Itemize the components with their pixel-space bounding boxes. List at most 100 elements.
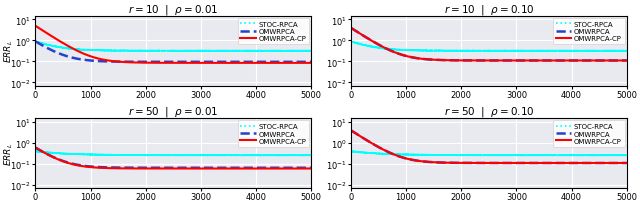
STOC-RPCA xyxy=(82,153,90,156)
OMWRPCA xyxy=(237,167,245,169)
Legend: STOC-RPCA, OMWRPCA, OMWRPCA-CP: STOC-RPCA, OMWRPCA, OMWRPCA-CP xyxy=(237,19,309,45)
Line: OMWRPCA-CP: OMWRPCA-CP xyxy=(351,131,627,163)
STOC-RPCA xyxy=(260,51,268,53)
STOC-RPCA xyxy=(31,150,39,153)
OMWRPCA xyxy=(82,60,90,62)
OMWRPCA xyxy=(574,60,582,62)
OMWRPCA xyxy=(259,167,266,169)
OMWRPCA-CP xyxy=(259,167,266,170)
OMWRPCA-CP xyxy=(197,62,205,65)
OMWRPCA xyxy=(527,162,534,164)
OMWRPCA xyxy=(259,61,266,64)
Title: $r=50$  |  $\rho=0.01$: $r=50$ | $\rho=0.01$ xyxy=(128,105,218,119)
STOC-RPCA xyxy=(307,154,315,157)
Line: STOC-RPCA: STOC-RPCA xyxy=(351,42,627,52)
STOC-RPCA xyxy=(259,154,266,157)
OMWRPCA xyxy=(137,167,145,169)
OMWRPCA xyxy=(513,60,520,62)
OMWRPCA xyxy=(513,162,520,164)
OMWRPCA-CP xyxy=(623,60,630,62)
Title: $r=10$  |  $\rho=0.01$: $r=10$ | $\rho=0.01$ xyxy=(128,3,218,17)
OMWRPCA-CP xyxy=(197,167,205,170)
STOC-RPCA xyxy=(137,154,145,156)
Line: STOC-RPCA: STOC-RPCA xyxy=(35,42,311,52)
STOC-RPCA xyxy=(397,153,405,156)
OMWRPCA-CP xyxy=(527,60,534,62)
OMWRPCA-CP xyxy=(397,156,405,159)
Legend: STOC-RPCA, OMWRPCA, OMWRPCA-CP: STOC-RPCA, OMWRPCA, OMWRPCA-CP xyxy=(553,121,625,147)
Legend: STOC-RPCA, OMWRPCA, OMWRPCA-CP: STOC-RPCA, OMWRPCA, OMWRPCA-CP xyxy=(553,19,625,45)
STOC-RPCA xyxy=(527,50,534,53)
STOC-RPCA xyxy=(211,154,219,156)
OMWRPCA xyxy=(623,60,630,62)
OMWRPCA-CP xyxy=(452,162,460,164)
OMWRPCA-CP xyxy=(347,28,355,30)
OMWRPCA xyxy=(347,28,355,30)
OMWRPCA xyxy=(623,162,630,164)
OMWRPCA xyxy=(397,54,405,57)
OMWRPCA-CP xyxy=(513,60,520,62)
STOC-RPCA xyxy=(197,154,205,156)
OMWRPCA xyxy=(527,60,534,62)
STOC-RPCA xyxy=(211,50,219,53)
STOC-RPCA xyxy=(82,49,90,52)
Title: $r=50$  |  $\rho=0.10$: $r=50$ | $\rho=0.10$ xyxy=(444,105,534,119)
Line: OMWRPCA-CP: OMWRPCA-CP xyxy=(35,27,311,63)
OMWRPCA xyxy=(397,156,405,159)
STOC-RPCA xyxy=(623,50,630,53)
Line: STOC-RPCA: STOC-RPCA xyxy=(35,151,311,156)
STOC-RPCA xyxy=(623,154,630,157)
OMWRPCA-CP xyxy=(553,60,561,62)
STOC-RPCA xyxy=(237,50,245,52)
OMWRPCA-CP xyxy=(307,62,315,65)
Line: STOC-RPCA: STOC-RPCA xyxy=(351,151,627,156)
STOC-RPCA xyxy=(347,41,355,43)
STOC-RPCA xyxy=(576,51,584,53)
OMWRPCA-CP xyxy=(513,162,520,164)
STOC-RPCA xyxy=(137,50,145,52)
Line: OMWRPCA: OMWRPCA xyxy=(35,148,311,168)
OMWRPCA-CP xyxy=(574,162,582,164)
STOC-RPCA xyxy=(347,150,355,153)
OMWRPCA-CP xyxy=(347,130,355,132)
STOC-RPCA xyxy=(513,50,520,53)
Y-axis label: $ERR_L$: $ERR_L$ xyxy=(3,142,15,165)
OMWRPCA-CP xyxy=(237,167,245,170)
STOC-RPCA xyxy=(553,154,561,156)
OMWRPCA xyxy=(347,130,355,132)
OMWRPCA xyxy=(237,61,245,64)
OMWRPCA-CP xyxy=(211,167,219,170)
STOC-RPCA xyxy=(452,154,460,156)
OMWRPCA-CP xyxy=(82,165,90,168)
OMWRPCA-CP xyxy=(574,60,582,62)
OMWRPCA xyxy=(31,41,39,43)
OMWRPCA-CP xyxy=(452,60,460,62)
STOC-RPCA xyxy=(608,154,616,157)
OMWRPCA-CP xyxy=(137,62,145,64)
OMWRPCA-CP xyxy=(82,54,90,56)
Line: OMWRPCA: OMWRPCA xyxy=(35,42,311,62)
OMWRPCA-CP xyxy=(397,54,405,57)
OMWRPCA-CP xyxy=(307,167,315,170)
STOC-RPCA xyxy=(307,50,315,53)
OMWRPCA-CP xyxy=(623,162,630,164)
OMWRPCA xyxy=(574,162,582,164)
OMWRPCA xyxy=(553,60,561,62)
OMWRPCA xyxy=(452,162,460,164)
Line: OMWRPCA: OMWRPCA xyxy=(351,29,627,61)
OMWRPCA xyxy=(82,165,90,167)
OMWRPCA-CP xyxy=(211,62,219,65)
OMWRPCA xyxy=(211,61,219,64)
STOC-RPCA xyxy=(513,154,520,156)
OMWRPCA-CP xyxy=(237,62,245,65)
OMWRPCA xyxy=(307,167,315,169)
Title: $r=10$  |  $\rho=0.10$: $r=10$ | $\rho=0.10$ xyxy=(444,3,534,17)
STOC-RPCA xyxy=(397,49,405,52)
STOC-RPCA xyxy=(197,50,205,53)
OMWRPCA xyxy=(197,167,205,169)
OMWRPCA-CP xyxy=(137,167,145,170)
Legend: STOC-RPCA, OMWRPCA, OMWRPCA-CP: STOC-RPCA, OMWRPCA, OMWRPCA-CP xyxy=(237,121,309,147)
STOC-RPCA xyxy=(527,154,534,156)
STOC-RPCA xyxy=(574,154,582,157)
STOC-RPCA xyxy=(574,50,582,53)
